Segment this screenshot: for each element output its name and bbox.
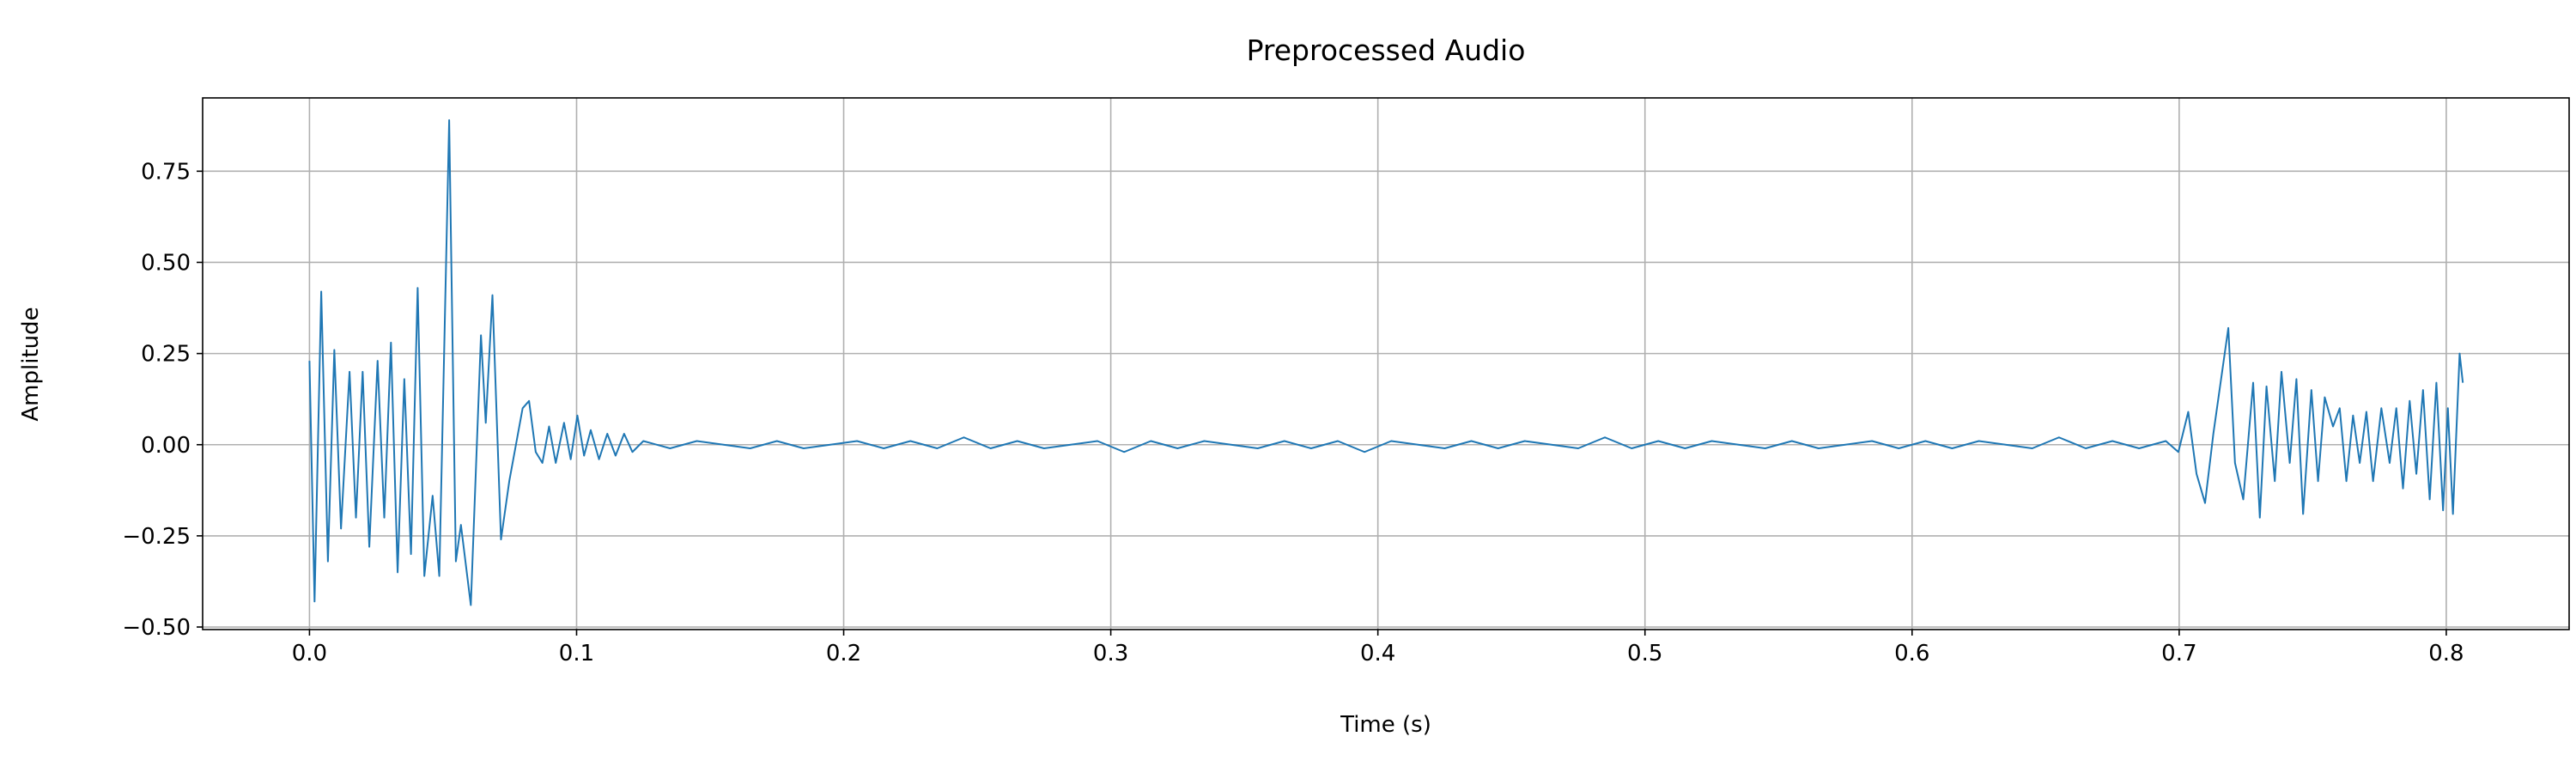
x-tick-label: 0.2 bbox=[826, 641, 861, 666]
x-tick-label: 0.4 bbox=[1360, 641, 1395, 666]
y-tick-label: −0.50 bbox=[122, 615, 191, 641]
y-tick-label: 0.25 bbox=[141, 342, 191, 368]
x-tick-label: 0.1 bbox=[559, 641, 594, 666]
x-tick-label: 0.8 bbox=[2428, 641, 2464, 666]
y-tick-label: 0.50 bbox=[141, 250, 191, 276]
chart-title: Preprocessed Audio bbox=[1247, 33, 1526, 67]
waveform-line bbox=[308, 119, 2464, 606]
y-tick-label: −0.25 bbox=[122, 524, 191, 550]
x-tick-label: 0.3 bbox=[1093, 641, 1128, 666]
x-tick-label: 0.5 bbox=[1627, 641, 1662, 666]
x-axis-label: Time (s) bbox=[1340, 712, 1431, 738]
x-tick-label: 0.6 bbox=[1894, 641, 1929, 666]
x-tick-label: 0.7 bbox=[2161, 641, 2196, 666]
axes-frame bbox=[202, 97, 2570, 630]
x-tick-label: 0.0 bbox=[292, 641, 327, 666]
y-tick-label: 0.00 bbox=[141, 433, 191, 459]
y-axis-label: Amplitude bbox=[18, 307, 44, 421]
y-tick-label: 0.75 bbox=[141, 159, 191, 185]
